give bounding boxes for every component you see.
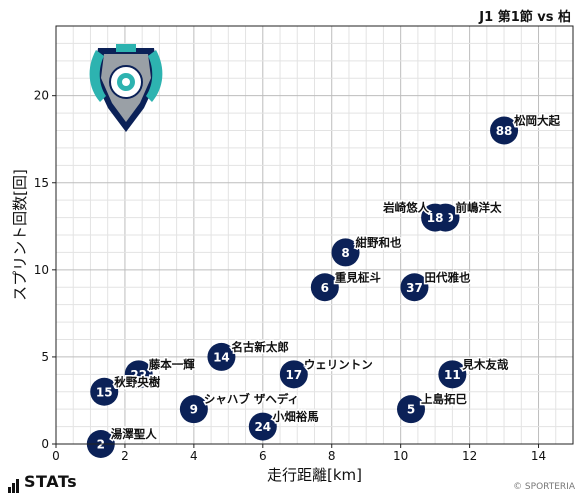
player-name-label: 前嶋洋太 <box>455 201 501 215</box>
player-name-label: 名古新太郎 <box>231 340 289 354</box>
player-number: 11 <box>444 368 461 382</box>
grid-layer <box>55 25 574 445</box>
player-name-label: 岩崎悠人 <box>382 201 429 215</box>
player-number: 8 <box>341 246 349 260</box>
x-tick-label: 0 <box>52 449 60 463</box>
player-point: 5 上島拓巳 <box>397 391 469 424</box>
player-marker <box>248 412 277 441</box>
y-tick-label: 15 <box>34 176 49 190</box>
y-axis-label: スプリント回数[回] <box>11 169 29 301</box>
player-name-label: 小畑裕馬 <box>272 410 319 424</box>
x-axis-label: 走行距離[km] <box>267 466 362 484</box>
player-name-label: 見木友哉 <box>461 357 508 371</box>
copyright: © SPORTERIA <box>513 482 575 492</box>
player-number: 37 <box>406 281 423 295</box>
player-marker <box>438 360 467 389</box>
player-name-label: 上島拓巳 <box>421 392 467 406</box>
player-number: 18 <box>427 211 444 225</box>
player-marker <box>124 360 153 389</box>
player-marker <box>400 273 429 302</box>
player-name-label: 湯澤聖人 <box>111 427 157 441</box>
stats-bars-icon <box>8 474 20 493</box>
player-number: 22 <box>130 368 147 382</box>
x-tick-label: 12 <box>462 449 477 463</box>
player-marker <box>179 395 208 424</box>
player-point: 8 紺野和也 <box>331 234 404 267</box>
avispa-fukuoka-crest-icon <box>89 44 163 132</box>
player-name-label: 田代雅也 <box>424 270 470 284</box>
player-name-label: 紺野和也 <box>356 235 402 249</box>
player-point: 9 シャハブ ザヘディ <box>179 391 301 424</box>
player-point: 6 重見柾斗 <box>310 269 383 302</box>
player-marker <box>279 360 308 389</box>
stats-logo: STATs <box>8 472 77 493</box>
player-name-label: 藤本一輝 <box>149 357 195 371</box>
x-tick-label: 2 <box>121 449 129 463</box>
player-name-label: 重見柾斗 <box>335 270 381 284</box>
player-marker <box>421 203 450 232</box>
player-number: 88 <box>496 124 513 138</box>
points-layer: 88松岡大起19前嶋洋太18岩崎悠人8紺野和也6重見柾斗37田代雅也14名古新太… <box>86 112 562 458</box>
y-tick-label: 5 <box>41 350 49 364</box>
player-number: 15 <box>96 385 113 399</box>
y-tick-label: 20 <box>34 89 49 103</box>
player-number: 17 <box>285 368 302 382</box>
x-tick-label: 6 <box>259 449 267 463</box>
y-tick-label: 10 <box>34 263 49 277</box>
player-name-label: 松岡大起 <box>514 114 560 128</box>
plot-frame <box>55 25 574 445</box>
player-number: 5 <box>407 403 415 417</box>
player-name-label: 秋野央樹 <box>114 375 160 389</box>
x-tick-label: 10 <box>393 449 408 463</box>
stats-brand-text: STATs <box>24 472 78 491</box>
player-marker <box>90 377 119 406</box>
player-marker <box>331 238 360 267</box>
player-number: 24 <box>254 420 271 434</box>
x-tick-label: 8 <box>328 449 336 463</box>
x-tick-label: 4 <box>190 449 198 463</box>
chart-title: J1 第1節 vs 柏 <box>479 10 571 25</box>
player-number: 6 <box>321 281 329 295</box>
player-name-label: ウェリントン <box>304 357 373 371</box>
player-name-label: シャハブ ザヘディ <box>204 392 299 406</box>
player-number: 14 <box>213 350 230 364</box>
player-marker <box>490 116 519 145</box>
y-tick-label: 0 <box>41 437 49 451</box>
player-marker <box>207 342 236 371</box>
player-marker <box>310 273 339 302</box>
player-marker <box>397 395 426 424</box>
player-number: 9 <box>190 403 198 417</box>
x-tick-label: 14 <box>531 449 546 463</box>
